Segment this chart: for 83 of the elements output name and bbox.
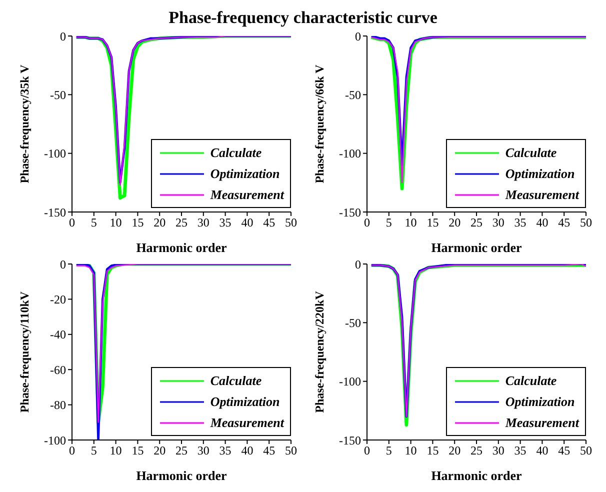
y-tick-label: -50: [345, 316, 361, 330]
x-tick-label: 50: [285, 444, 297, 458]
y-tick-label: -150: [44, 205, 66, 220]
y-tick-label: -20: [50, 292, 66, 306]
x-tick-label: 5: [386, 444, 392, 458]
y-tick-label: -150: [339, 205, 361, 220]
x-tick-label: 45: [558, 444, 570, 458]
legend-label: Calculate: [505, 372, 557, 388]
x-tick-label: 35: [219, 216, 232, 230]
y-tick-label: 0: [60, 257, 66, 272]
y-tick-label: -50: [345, 88, 361, 102]
y-axis-title: Phase-frequency/66k V: [312, 64, 326, 184]
x-tick-label: 5: [386, 216, 392, 230]
x-tick-label: 50: [580, 444, 592, 458]
y-tick-label: 0: [355, 257, 361, 272]
y-axis-title: Phase-frequency/35k V: [17, 64, 32, 184]
x-tick-label: 5: [90, 444, 97, 458]
y-tick-label: -40: [50, 328, 66, 342]
legend-label: Measurement: [505, 414, 579, 430]
x-tick-label: 45: [263, 444, 276, 458]
x-tick-label: 20: [154, 216, 166, 230]
legend-label: Measurement: [210, 414, 284, 430]
x-tick-label: 30: [492, 216, 504, 230]
x-tick-label: 0: [69, 216, 75, 230]
x-tick-label: 30: [197, 216, 210, 230]
legend-label: Optimization: [505, 166, 575, 182]
x-tick-label: 40: [536, 444, 548, 458]
legend-label: Optimization: [210, 394, 280, 410]
legend-label: Calculate: [210, 372, 262, 388]
x-tick-label: 10: [110, 444, 122, 458]
y-tick-label: 0: [355, 29, 361, 44]
x-tick-label: 45: [263, 216, 276, 230]
x-tick-label: 50: [285, 216, 297, 230]
y-tick-label: -100: [339, 146, 361, 161]
x-tick-label: 25: [176, 444, 188, 458]
x-tick-label: 15: [426, 444, 439, 458]
x-tick-label: 10: [404, 216, 417, 230]
x-tick-label: 25: [176, 216, 188, 230]
x-tick-label: 35: [219, 444, 232, 458]
y-tick-label: -80: [50, 398, 66, 412]
y-axis-title: Phase-frequency/220kV: [312, 290, 326, 413]
x-tick-label: 20: [448, 216, 461, 230]
x-tick-label: 10: [404, 444, 417, 458]
x-tick-label: 30: [492, 444, 504, 458]
x-tick-label: 15: [132, 444, 144, 458]
x-tick-label: 30: [197, 444, 210, 458]
legend-label: Calculate: [505, 144, 557, 160]
x-tick-label: 10: [110, 216, 122, 230]
y-tick-label: -60: [50, 362, 66, 377]
y-tick-label: -50: [50, 88, 66, 102]
x-tick-label: 35: [514, 216, 526, 230]
y-axis-title: Phase-frequency/110kV: [17, 291, 32, 413]
legend-label: Measurement: [505, 186, 579, 202]
x-tick-label: 0: [69, 444, 75, 458]
legend-label: Measurement: [210, 186, 284, 202]
x-tick-label: 50: [580, 216, 592, 230]
y-tick-label: -100: [44, 146, 66, 161]
x-tick-label: 25: [470, 444, 482, 458]
x-tick-label: 20: [154, 444, 166, 458]
x-axis-title: Harmonic order: [431, 468, 522, 483]
legend-label: Optimization: [210, 166, 280, 182]
chart-title: Phase-frequency characteristic curve: [168, 8, 438, 28]
x-axis-title: Harmonic order: [431, 240, 522, 255]
legend-label: Calculate: [210, 144, 262, 160]
x-tick-label: 45: [558, 216, 570, 230]
x-axis-title: Harmonic order: [136, 468, 228, 483]
y-tick-label: -100: [339, 374, 361, 389]
x-tick-label: 40: [241, 444, 254, 458]
x-tick-label: 0: [364, 444, 370, 458]
x-tick-label: 0: [364, 216, 370, 230]
x-tick-label: 15: [426, 216, 439, 230]
x-tick-label: 40: [536, 216, 548, 230]
legend-label: Optimization: [505, 394, 575, 410]
x-tick-label: 35: [514, 444, 526, 458]
x-tick-label: 5: [90, 216, 97, 230]
y-tick-label: 0: [60, 29, 66, 44]
x-tick-label: 40: [241, 216, 254, 230]
y-tick-label: -150: [339, 433, 361, 448]
x-tick-label: 25: [470, 216, 482, 230]
x-axis-title: Harmonic order: [136, 240, 228, 255]
x-tick-label: 20: [448, 444, 461, 458]
y-tick-label: -100: [44, 433, 66, 448]
x-tick-label: 15: [132, 216, 144, 230]
